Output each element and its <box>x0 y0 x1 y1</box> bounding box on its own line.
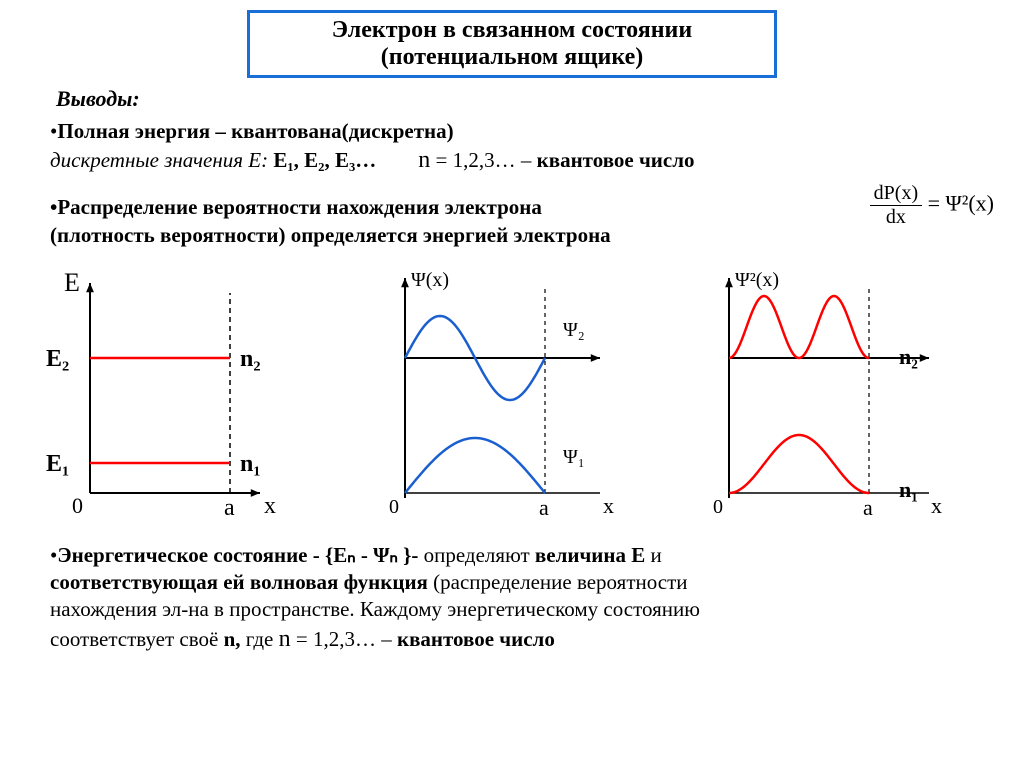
svg-text:0: 0 <box>72 493 83 518</box>
diagram-psi2: Ψ²(x) x 0 a n₂ n₁ <box>679 263 994 538</box>
svg-text:Ψ²(x): Ψ²(x) <box>735 269 779 291</box>
svg-text:x: x <box>603 493 614 518</box>
diagram-psi: Ψ(x) x 0 a Ψ₂ Ψ₁ <box>355 263 670 538</box>
svg-text:n₂: n₂ <box>240 346 261 372</box>
subheader: Выводы: <box>56 86 994 112</box>
b3-l1a: Энергетическое состояние - {Eₙ - Ψₙ }- <box>57 543 423 567</box>
b3-l4c: где <box>241 627 279 651</box>
diagram-energy: Ex 0 a E₁ n₁ E₂ n₂ <box>30 263 345 538</box>
discrete-levels: E₁, E₂, E₃… <box>273 148 376 172</box>
svg-text:Ψ₁: Ψ₁ <box>563 446 585 468</box>
svg-text:E: E <box>64 268 80 297</box>
svg-text:n₂: n₂ <box>899 344 918 369</box>
b3-l4b: n, <box>224 627 241 651</box>
b3-l4f: квантовое число <box>397 627 555 651</box>
formula-rhs: = Ψ²(x) <box>928 191 994 216</box>
b3-l4e: = 1,2,3… – <box>291 627 397 651</box>
b3-l2a: соответствующая ей волновая функция <box>50 570 428 594</box>
probability-formula: dP(x) dx = Ψ²(x) <box>870 182 994 229</box>
bullet-3: •Энергетическое состояние - {Eₙ - Ψₙ }- … <box>50 542 974 655</box>
diagrams-row: Ex 0 a E₁ n₁ E₂ n₂ Ψ(x) x 0 a Ψ₂ Ψ₁ Ψ²(x) x 0 a n₂ n₁ <box>30 263 994 538</box>
bullet-2: •Распределение вероятности нахождения эл… <box>50 194 826 249</box>
n-tail: квантовое число <box>537 148 695 172</box>
svg-text:a: a <box>863 495 873 520</box>
svg-text:Ψ(x): Ψ(x) <box>411 269 449 291</box>
svg-text:0: 0 <box>389 496 399 518</box>
svg-text:x: x <box>264 493 276 519</box>
discrete-italic: дискретные значения E: <box>50 148 268 172</box>
b3-l3: нахождения эл-на в пространстве. Каждому… <box>50 597 700 621</box>
bullet2-l2: (плотность вероятности) определяется эне… <box>50 223 611 247</box>
discrete-line: дискретные значения E: E₁, E₂, E₃… n = 1… <box>50 147 974 174</box>
bullet-1: •Полная энергия – квантована(дискретна) <box>50 118 974 145</box>
svg-text:E₂: E₂ <box>46 346 69 372</box>
title-box: Электрон в связанном состоянии (потенциа… <box>247 10 777 78</box>
svg-text:Ψ₂: Ψ₂ <box>563 319 585 341</box>
svg-text:x: x <box>931 493 942 518</box>
svg-text:a: a <box>539 495 549 520</box>
svg-text:0: 0 <box>713 496 723 518</box>
formula-den: dx <box>870 206 922 229</box>
svg-text:n₁: n₁ <box>240 451 261 477</box>
b3-l2b: (распределение вероятности <box>428 570 688 594</box>
b3-l4a: соответствует своё <box>50 627 224 651</box>
svg-text:a: a <box>224 495 235 521</box>
bullet2-l1: Распределение вероятности нахождения эле… <box>57 195 542 219</box>
n-sym: n <box>418 147 430 173</box>
title-line2: (потенциальном ящике) <box>262 44 762 71</box>
svg-text:E₁: E₁ <box>46 451 69 477</box>
svg-text:n₁: n₁ <box>899 477 918 502</box>
b3-l1b: определяют <box>424 543 530 567</box>
b3-l4d: n <box>279 626 291 652</box>
bullet2-row: •Распределение вероятности нахождения эл… <box>30 176 994 251</box>
n-vals: = 1,2,3… – <box>436 148 532 172</box>
title-line1: Электрон в связанном состоянии <box>262 17 762 44</box>
b3-l1d: и <box>645 543 662 567</box>
bullet1-bold: Полная энергия – квантована(дискретна) <box>57 119 453 143</box>
formula-num: dP(x) <box>870 182 922 206</box>
b3-l1c: величина E <box>530 543 646 567</box>
